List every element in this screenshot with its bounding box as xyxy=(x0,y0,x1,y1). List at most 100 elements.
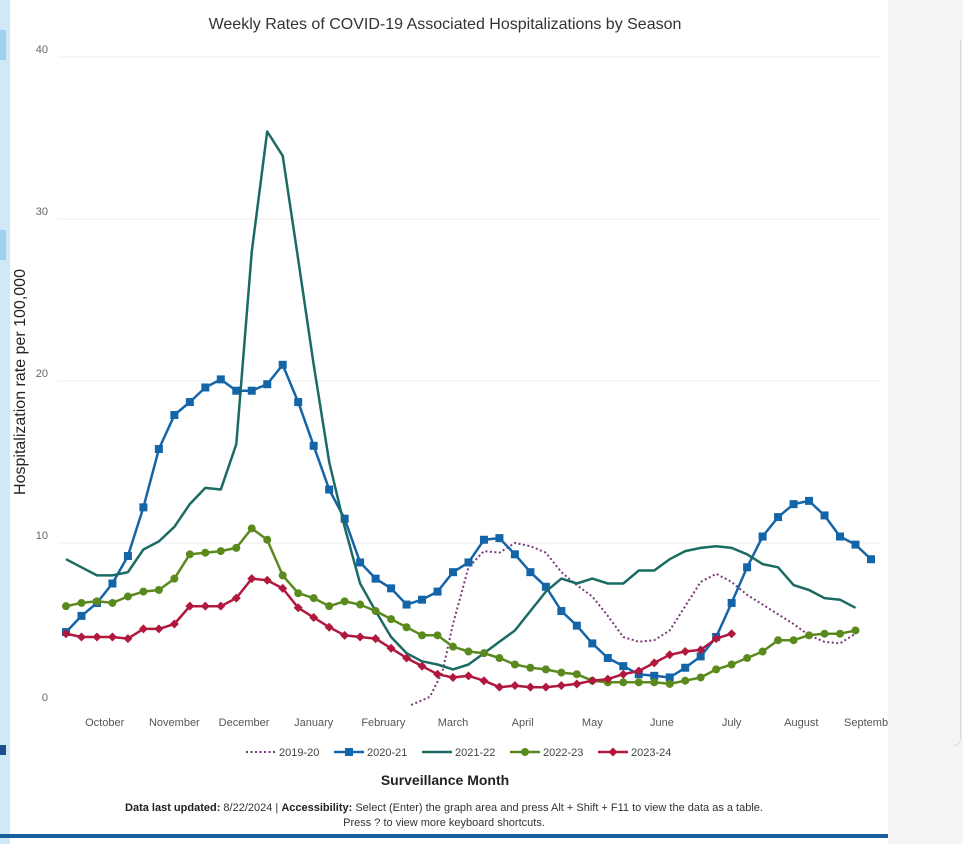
data-point[interactable] xyxy=(216,375,225,384)
data-point[interactable] xyxy=(665,673,674,682)
data-point[interactable] xyxy=(324,622,334,632)
data-point[interactable] xyxy=(681,663,690,672)
hospitalization-chart[interactable]: Weekly Rates of COVID-19 Associated Hosp… xyxy=(0,0,888,800)
data-point[interactable] xyxy=(201,383,210,392)
data-point[interactable] xyxy=(727,598,736,607)
series-line[interactable] xyxy=(65,527,856,686)
data-point[interactable] xyxy=(479,649,488,658)
legend-item-2020-21[interactable]: 2020-21 xyxy=(334,747,407,759)
data-point[interactable] xyxy=(108,579,117,588)
data-point[interactable] xyxy=(325,485,334,494)
data-point[interactable] xyxy=(356,558,365,567)
data-point[interactable] xyxy=(541,682,551,692)
data-point[interactable] xyxy=(510,681,520,691)
data-point[interactable] xyxy=(138,624,148,634)
data-point[interactable] xyxy=(619,662,628,671)
data-point[interactable] xyxy=(170,411,179,420)
data-point[interactable] xyxy=(247,574,257,584)
data-point[interactable] xyxy=(820,511,829,520)
data-point[interactable] xyxy=(201,548,210,557)
data-point[interactable] xyxy=(371,634,381,644)
data-point[interactable] xyxy=(262,575,272,585)
data-point[interactable] xyxy=(743,563,752,572)
data-point[interactable] xyxy=(696,645,706,655)
data-point[interactable] xyxy=(851,540,860,549)
data-point[interactable] xyxy=(92,632,102,642)
data-point[interactable] xyxy=(634,678,643,687)
data-point[interactable] xyxy=(603,654,612,663)
legend-item-2021-22[interactable]: 2021-22 xyxy=(422,747,495,759)
data-point[interactable] xyxy=(418,631,427,640)
data-point[interactable] xyxy=(263,535,272,544)
data-point[interactable] xyxy=(62,602,70,611)
series-2022-23[interactable] xyxy=(62,524,860,688)
data-point[interactable] xyxy=(618,669,628,679)
data-point[interactable] xyxy=(696,652,705,661)
data-point[interactable] xyxy=(449,568,457,577)
data-point[interactable] xyxy=(77,611,86,620)
data-point[interactable] xyxy=(309,613,319,623)
legend-item-2022-23[interactable]: 2022-23 xyxy=(510,747,583,759)
data-point[interactable] xyxy=(866,555,875,564)
data-point[interactable] xyxy=(154,624,164,634)
data-point[interactable] xyxy=(743,654,752,663)
data-point[interactable] xyxy=(650,678,659,687)
data-point[interactable] xyxy=(789,636,798,645)
data-point[interactable] xyxy=(200,601,210,611)
data-point[interactable] xyxy=(309,441,318,450)
data-point[interactable] xyxy=(464,647,473,656)
data-point[interactable] xyxy=(820,629,829,638)
data-point[interactable] xyxy=(345,748,353,756)
data-point[interactable] xyxy=(619,678,628,687)
data-point[interactable] xyxy=(340,514,349,523)
data-point[interactable] xyxy=(449,642,457,651)
data-point[interactable] xyxy=(526,568,535,577)
data-point[interactable] xyxy=(758,647,767,656)
data-point[interactable] xyxy=(526,663,535,672)
data-point[interactable] xyxy=(521,748,529,756)
data-point[interactable] xyxy=(247,386,256,395)
data-point[interactable] xyxy=(123,634,133,644)
data-point[interactable] xyxy=(294,398,303,407)
data-point[interactable] xyxy=(463,671,473,681)
data-point[interactable] xyxy=(247,524,256,533)
data-point[interactable] xyxy=(185,601,195,611)
data-point[interactable] xyxy=(525,682,535,692)
data-point[interactable] xyxy=(294,589,303,598)
data-point[interactable] xyxy=(231,593,241,603)
legend-item-2023-24[interactable]: 2023-24 xyxy=(598,747,671,759)
data-point[interactable] xyxy=(479,535,488,544)
data-point[interactable] xyxy=(587,676,597,686)
data-point[interactable] xyxy=(727,660,736,669)
data-point[interactable] xyxy=(479,676,489,686)
series-2021-22[interactable] xyxy=(65,130,857,671)
data-point[interactable] xyxy=(402,623,411,632)
data-point[interactable] xyxy=(774,513,783,522)
data-point[interactable] xyxy=(494,682,504,692)
data-point[interactable] xyxy=(774,636,783,645)
data-point[interactable] xyxy=(696,673,705,682)
data-point[interactable] xyxy=(836,629,844,638)
data-point[interactable] xyxy=(76,632,86,642)
data-point[interactable] xyxy=(263,380,272,389)
data-point[interactable] xyxy=(510,550,519,559)
data-point[interactable] xyxy=(387,615,396,624)
data-point[interactable] xyxy=(340,597,349,606)
data-point[interactable] xyxy=(433,631,442,640)
data-point[interactable] xyxy=(386,643,396,653)
data-point[interactable] xyxy=(556,681,566,691)
data-point[interactable] xyxy=(665,650,675,660)
data-point[interactable] xyxy=(572,670,581,679)
data-point[interactable] xyxy=(727,629,737,639)
series-2023-24[interactable] xyxy=(61,574,737,692)
data-point[interactable] xyxy=(232,386,241,395)
data-point[interactable] xyxy=(608,747,618,757)
data-point[interactable] xyxy=(340,630,350,640)
data-point[interactable] xyxy=(603,674,613,684)
data-point[interactable] xyxy=(185,398,194,407)
data-point[interactable] xyxy=(325,602,334,611)
series-lines[interactable] xyxy=(61,130,875,706)
data-point[interactable] xyxy=(309,594,318,603)
data-point[interactable] xyxy=(61,629,71,639)
data-point[interactable] xyxy=(805,631,814,640)
